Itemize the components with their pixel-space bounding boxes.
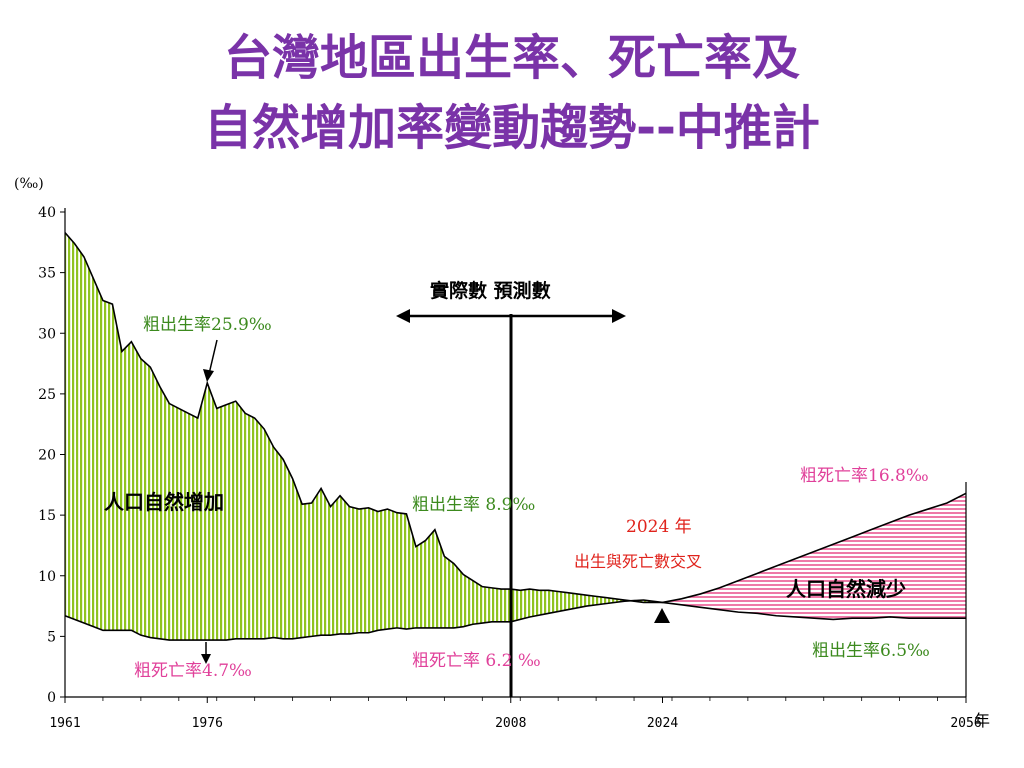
death-rate-2008-label: 粗死亡率 6.2 ‰ [412,651,541,671]
natural-increase-label: 人口自然增加 [104,490,224,514]
y-axis-unit: (‰) [14,176,44,192]
death-rate-2056-label: 粗死亡率16.8‰ [800,466,929,486]
birth-rate-1976-arrow-head [203,369,214,382]
y-tick-label: 25 [38,387,56,403]
death-rate-line [64,492,967,641]
natural-decrease-area [662,493,966,620]
death-rate-1976-arrow-head [201,654,211,664]
y-tick-label: 15 [38,508,56,524]
y-tick-label: 40 [38,205,56,221]
page-title-line-2: 自然增加率變動趨勢--中推計 [204,100,820,156]
y-tick-label: 35 [38,266,56,282]
birth-rate-line [64,232,966,621]
x-tick-label: 1976 [192,716,223,731]
y-tick-label: 0 [47,690,56,706]
actual-vs-projection-label: 實際數 預測數 [430,279,551,302]
page-title-line-1: 台灣地區出生率、死亡率及 [223,30,800,86]
y-tick-label: 20 [38,448,56,464]
birth-rate-1976-arrow [208,339,218,375]
natural-increase-area [65,232,663,641]
crossover-marker [654,608,670,623]
right-arrow-head [612,309,626,323]
y-tick-label: 30 [38,326,56,342]
x-tick-label: 2056 [950,716,981,731]
y-tick-label: 5 [47,629,56,645]
x-tick-label: 2008 [495,716,526,731]
left-arrow-head [396,309,410,323]
natural-decrease-label: 人口自然減少 [786,577,906,601]
x-tick-label: 1961 [49,716,80,731]
birth-rate-2008-label: 粗出生率 8.9‰ [412,495,535,515]
crossover-year-label: 2024 年 [626,517,692,537]
x-axis-unit: 年 [974,711,990,730]
birth-rate-2056-label: 粗出生率6.5‰ [812,641,930,661]
crossover-text-label: 出生與死亡數交叉 [574,552,702,571]
y-tick-label: 10 [38,569,56,585]
birth-rate-1976-label: 粗出生率25.9‰ [143,315,272,335]
x-tick-label: 2024 [647,716,678,731]
death-rate-1976-label: 粗死亡率4.7‰ [134,661,252,681]
